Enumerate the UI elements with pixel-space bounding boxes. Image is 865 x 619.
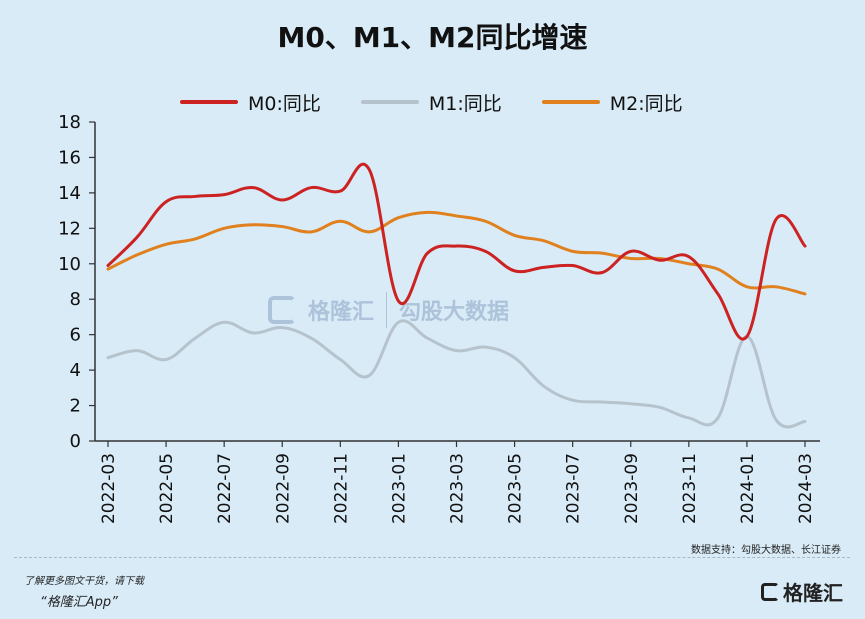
footer-app-name: “格隆汇App” [40, 595, 118, 610]
legend-label-m1: M1:同比 [428, 92, 502, 115]
x-tick-label: 2023-01 [389, 453, 409, 524]
footer-logo: 格隆汇 [761, 577, 843, 606]
series-line-m0 [106, 162, 807, 341]
x-tick-label: 2024-01 [738, 453, 758, 524]
line-chart: 0 2 4 6 8 10 12 14 16 18 2022-03 2022-05 2022-07 2022… [58, 112, 820, 524]
x-tick-label: 2023-07 [564, 453, 584, 524]
series-line-m2 [106, 210, 807, 296]
legend-item-m2: M2:同比 [541, 89, 683, 116]
series-line-m1 [106, 319, 807, 429]
y-tick-label: 4 [70, 360, 81, 381]
watermark-right: 勾股大数据 [399, 300, 510, 325]
x-tick-label: 2023-05 [506, 453, 526, 524]
legend-label-m0: M0:同比 [248, 92, 321, 115]
footer-logo-text: 格隆汇 [783, 581, 843, 605]
legend-item-m1: M1:同比 [360, 89, 502, 116]
x-tick-label: 2022-05 [157, 453, 177, 524]
legend-item-m0: M0:同比 [180, 89, 321, 116]
watermark: 格隆汇 勾股大数据 [268, 292, 509, 328]
source-note: 数据支持：勾股大数据、长江证券 [691, 545, 841, 556]
footer-download-text: 了解更多图文干货，请下载 [24, 576, 144, 587]
logo-icon [761, 582, 779, 601]
x-tick-label: 2022-09 [273, 453, 293, 524]
y-tick-label: 14 [58, 183, 81, 204]
watermark-left: 格隆汇 [308, 300, 375, 325]
x-tick-label: 2022-11 [331, 453, 351, 524]
y-tick-label: 6 [70, 325, 81, 346]
x-tick-label: 2023-03 [448, 453, 468, 524]
y-tick-label: 16 [58, 147, 81, 168]
legend-swatch-m1 [360, 100, 419, 104]
x-tick-label: 2022-07 [215, 453, 235, 524]
legend-swatch-m0 [180, 100, 238, 104]
x-tick-label: 2024-03 [796, 453, 816, 524]
x-tick-label: 2023-11 [680, 453, 700, 524]
y-tick-label: 2 [70, 396, 81, 417]
legend: M0:同比 M1:同比 M2:同比 [180, 88, 740, 116]
y-tick-label: 12 [58, 218, 81, 239]
chart-title: M0、M1、M2同比增速 [277, 21, 588, 54]
y-tick-label: 10 [58, 254, 81, 275]
legend-label-m2: M2:同比 [609, 92, 683, 115]
x-tick-label: 2023-09 [622, 453, 642, 524]
x-tick-label: 2022-03 [99, 453, 119, 524]
y-tick-label: 8 [70, 289, 81, 310]
watermark-separator [386, 292, 388, 328]
watermark-logo-icon [268, 296, 296, 324]
y-tick-label: 0 [70, 431, 81, 452]
legend-swatch-m2 [541, 100, 600, 104]
y-tick-label: 18 [58, 112, 81, 133]
footer-divider [14, 557, 850, 558]
